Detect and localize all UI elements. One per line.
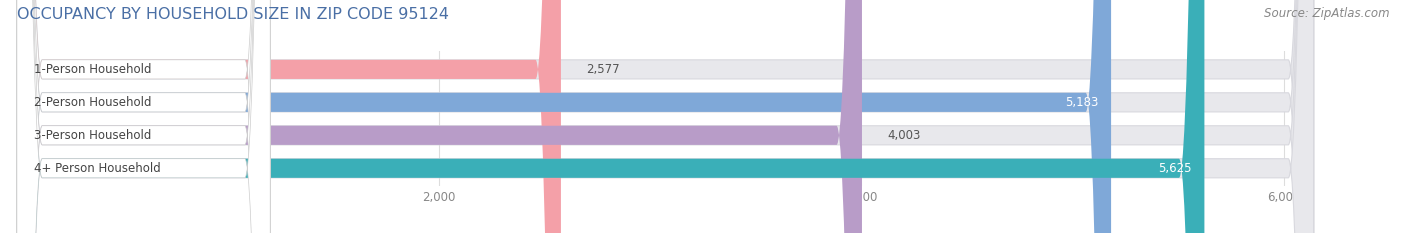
FancyBboxPatch shape	[17, 0, 1205, 233]
Text: 3-Person Household: 3-Person Household	[34, 129, 150, 142]
Text: 2,577: 2,577	[586, 63, 620, 76]
Text: 4+ Person Household: 4+ Person Household	[34, 162, 160, 175]
Text: Source: ZipAtlas.com: Source: ZipAtlas.com	[1264, 7, 1389, 20]
FancyBboxPatch shape	[17, 0, 1313, 233]
FancyBboxPatch shape	[17, 0, 270, 233]
FancyBboxPatch shape	[17, 0, 1313, 233]
Text: 2-Person Household: 2-Person Household	[34, 96, 152, 109]
FancyBboxPatch shape	[17, 0, 270, 233]
FancyBboxPatch shape	[17, 0, 270, 233]
Text: 5,183: 5,183	[1066, 96, 1098, 109]
Text: OCCUPANCY BY HOUSEHOLD SIZE IN ZIP CODE 95124: OCCUPANCY BY HOUSEHOLD SIZE IN ZIP CODE …	[17, 7, 449, 22]
Text: 5,625: 5,625	[1159, 162, 1192, 175]
Text: 4,003: 4,003	[887, 129, 921, 142]
FancyBboxPatch shape	[17, 0, 1313, 233]
FancyBboxPatch shape	[17, 0, 1313, 233]
FancyBboxPatch shape	[17, 0, 1111, 233]
Text: 1-Person Household: 1-Person Household	[34, 63, 152, 76]
FancyBboxPatch shape	[17, 0, 561, 233]
FancyBboxPatch shape	[17, 0, 270, 233]
FancyBboxPatch shape	[17, 0, 862, 233]
